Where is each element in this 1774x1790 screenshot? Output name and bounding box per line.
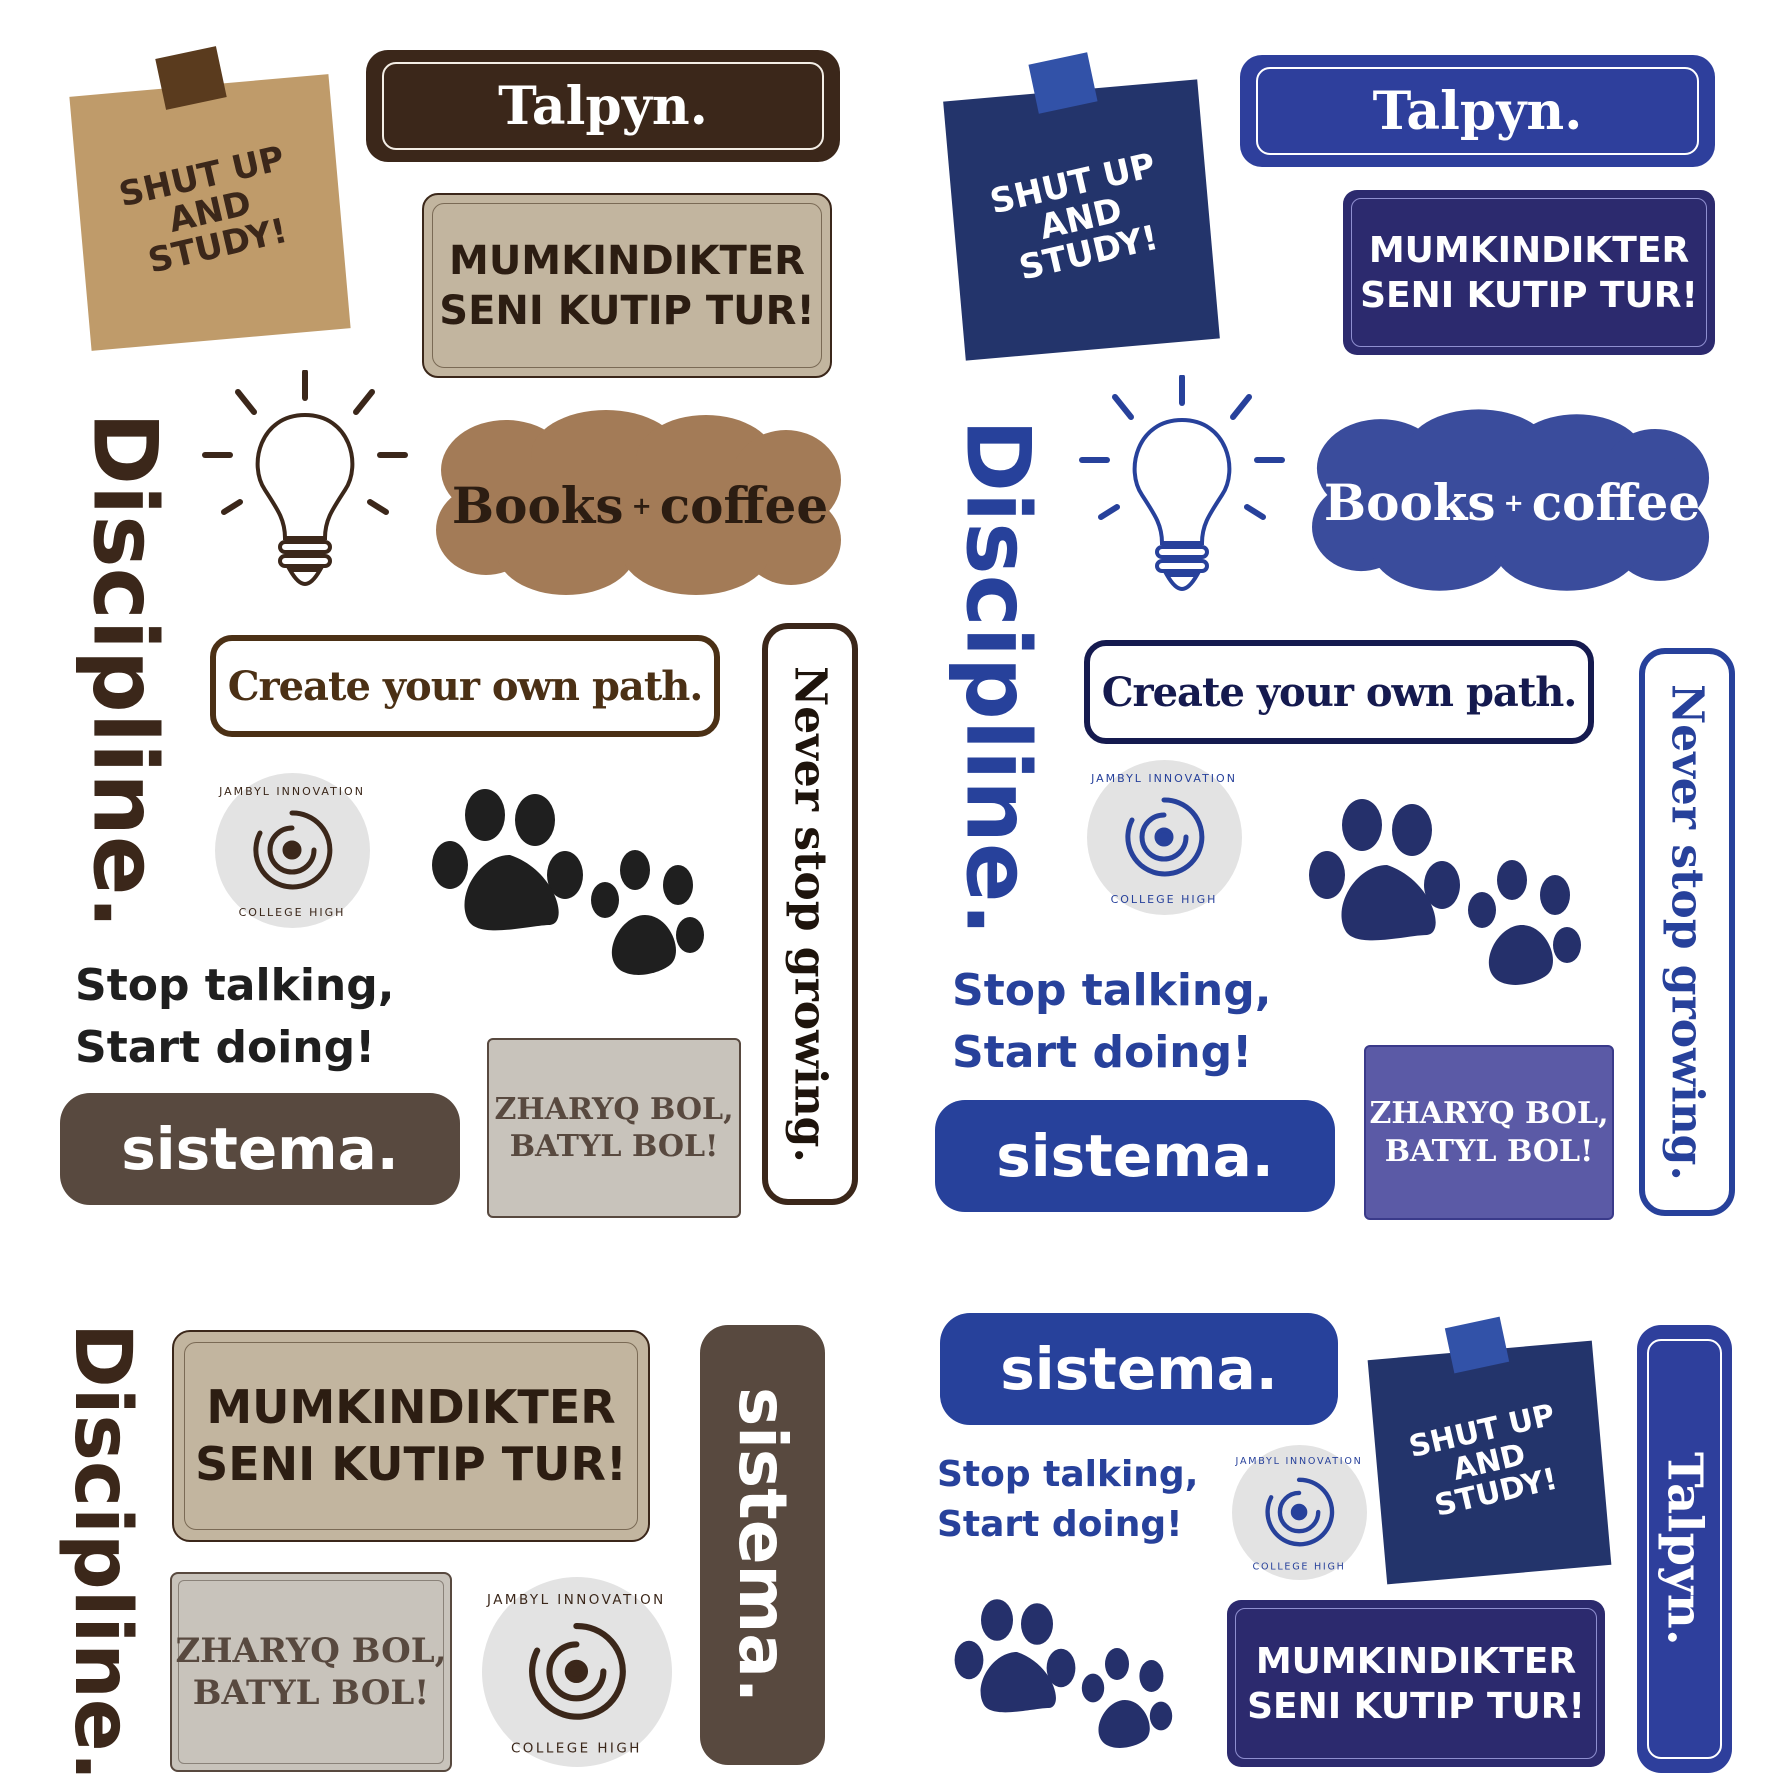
mumkindikter-text: MUMKINDIKTER SENI KUTIP TUR! bbox=[1360, 229, 1698, 316]
talpyn-sticker: Talpyn. bbox=[366, 50, 840, 162]
talpyn-inner-border bbox=[1256, 67, 1699, 155]
stop-talking-text: Stop talking, Start doing! bbox=[952, 965, 1272, 1078]
plus-text: + bbox=[631, 490, 652, 520]
sistema-text: sistema. bbox=[1000, 1335, 1278, 1403]
svg-text:COLLEGE HIGH: COLLEGE HIGH bbox=[511, 1740, 642, 1756]
sticky-note-sticker: SHUT UP AND STUDY! bbox=[69, 74, 351, 351]
sticky-note-text: SHUT UP AND STUDY! bbox=[986, 146, 1163, 290]
talpyn-inner-border bbox=[382, 62, 824, 150]
talpyn-sticker: Talpyn. bbox=[1637, 1325, 1732, 1773]
svg-text:JAMBYL INNOVATION: JAMBYL INNOVATION bbox=[218, 785, 365, 798]
zharyq-text: ZHARYQ BOL, BATYL BOL! bbox=[175, 1630, 447, 1714]
mumkindikter-inner-border bbox=[1351, 198, 1707, 347]
sticky-note-sticker: SHUT UP AND STUDY! bbox=[1367, 1340, 1612, 1585]
books-text: Books bbox=[1323, 473, 1496, 532]
stop-talking-sticker: Stop talking, Start doing! bbox=[937, 1450, 1207, 1550]
zharyq-text: ZHARYQ BOL, BATYL BOL! bbox=[494, 1091, 734, 1165]
seal-swirl-icon: JAMBYL INNOVATION COLLEGE HIGH bbox=[218, 785, 365, 919]
sistema-text: sistema. bbox=[121, 1115, 399, 1183]
college-seal-sticker: JAMBYL INNOVATION COLLEGE HIGH bbox=[482, 1577, 672, 1767]
create-path-text: Create your own path. bbox=[227, 662, 704, 710]
lightbulb-icon bbox=[202, 370, 408, 587]
discipline-text: Discipline. bbox=[946, 419, 1050, 936]
paw-print-icon bbox=[1309, 799, 1581, 985]
paw-print-icon bbox=[432, 789, 704, 975]
sticky-note-text: SHUT UP AND STUDY! bbox=[1406, 1397, 1562, 1525]
sistema-text: sistema. bbox=[724, 1387, 801, 1703]
mumkindikter-sticker: MUMKINDIKTER SENI KUTIP TUR! bbox=[1343, 190, 1715, 355]
coffee-text: coffee bbox=[659, 475, 829, 535]
discipline-sticker: Discipline. bbox=[943, 419, 1053, 936]
sistema-sticker: sistema. bbox=[940, 1313, 1338, 1425]
zharyq-sticker: ZHARYQ BOL, BATYL BOL! bbox=[170, 1572, 452, 1772]
seal-swirl-icon: JAMBYL INNOVATION COLLEGE HIGH bbox=[1090, 772, 1237, 906]
zharyq-text: ZHARYQ BOL, BATYL BOL! bbox=[1369, 1096, 1609, 1169]
sticker-sheet-brown-top: SHUT UP AND STUDY! Talpyn. MUMKINDIKTER … bbox=[0, 0, 887, 1218]
coffee-text: coffee bbox=[1531, 473, 1701, 532]
discipline-sticker: Discipline. bbox=[70, 412, 180, 929]
sticky-note-text: SHUT UP AND STUDY! bbox=[115, 138, 292, 282]
talpyn-inner-border bbox=[1647, 1339, 1722, 1759]
discipline-text: Discipline. bbox=[73, 412, 177, 929]
sticker-sheet-blue-bottom: sistema. SHUT UP AND STUDY! Talpyn. Stop… bbox=[887, 1300, 1774, 1790]
college-seal-sticker: JAMBYL INNOVATION COLLEGE HIGH bbox=[215, 773, 370, 928]
mumkindikter-inner-border bbox=[1235, 1608, 1597, 1759]
books-coffee-sticker: Books + coffee bbox=[436, 410, 844, 600]
never-stop-sticker: Never stop growing. bbox=[762, 623, 858, 1205]
create-path-sticker: Create your own path. bbox=[1084, 640, 1594, 744]
stop-talking-sticker: Stop talking, Start doing! bbox=[75, 955, 435, 1075]
cloud-shape bbox=[436, 410, 841, 595]
talpyn-sticker: Talpyn. bbox=[1240, 55, 1715, 167]
mumkindikter-text: MUMKINDIKTER SENI KUTIP TUR! bbox=[195, 1379, 627, 1492]
create-path-text: Create your own path. bbox=[1101, 668, 1578, 716]
stop-talking-text: Stop talking, Start doing! bbox=[937, 1454, 1199, 1546]
stop-talking-text: Stop talking, Start doing! bbox=[75, 960, 395, 1073]
sticky-note-sticker: SHUT UP AND STUDY! bbox=[943, 79, 1220, 361]
paw-print-icon bbox=[954, 1599, 1173, 1748]
college-seal-sticker: JAMBYL INNOVATION COLLEGE HIGH bbox=[1087, 760, 1242, 915]
create-path-sticker: Create your own path. bbox=[210, 635, 720, 737]
never-stop-text: Never stop growing. bbox=[1661, 683, 1713, 1181]
zharyq-sticker: ZHARYQ BOL, BATYL BOL! bbox=[1364, 1045, 1614, 1220]
svg-text:COLLEGE HIGH: COLLEGE HIGH bbox=[1253, 1562, 1346, 1573]
talpyn-text: Talpyn. bbox=[498, 75, 708, 137]
talpyn-text: Talpyn. bbox=[1656, 1452, 1713, 1646]
zharyq-sticker: ZHARYQ BOL, BATYL BOL! bbox=[487, 1038, 741, 1218]
seal-swirl-icon: JAMBYL INNOVATION COLLEGE HIGH bbox=[486, 1592, 666, 1756]
lightbulb-icon bbox=[1079, 375, 1285, 592]
sistema-sticker: sistema. bbox=[700, 1325, 825, 1765]
sistema-text: sistema. bbox=[996, 1122, 1274, 1190]
discipline-text: Discipline. bbox=[57, 1323, 147, 1782]
mumkindikter-sticker: MUMKINDIKTER SENI KUTIP TUR! bbox=[172, 1330, 650, 1542]
svg-text:COLLEGE HIGH: COLLEGE HIGH bbox=[1111, 893, 1218, 906]
svg-text:COLLEGE HIGH: COLLEGE HIGH bbox=[239, 906, 346, 919]
sistema-sticker: sistema. bbox=[935, 1100, 1335, 1212]
seal-swirl-icon: JAMBYL INNOVATION COLLEGE HIGH bbox=[1235, 1456, 1363, 1573]
cloud-shape bbox=[1312, 409, 1710, 591]
mumkindikter-text: MUMKINDIKTER SENI KUTIP TUR! bbox=[1247, 1640, 1585, 1727]
svg-text:JAMBYL INNOVATION: JAMBYL INNOVATION bbox=[1090, 772, 1237, 785]
stop-talking-sticker: Stop talking, Start doing! bbox=[952, 960, 1312, 1080]
talpyn-text: Talpyn. bbox=[1372, 80, 1583, 142]
mumkindikter-inner-border bbox=[432, 203, 822, 368]
mumkindikter-inner-border bbox=[184, 1342, 638, 1530]
sistema-sticker: sistema. bbox=[60, 1093, 460, 1205]
college-seal-sticker: JAMBYL INNOVATION COLLEGE HIGH bbox=[1232, 1445, 1367, 1580]
zharyq-inner-border bbox=[178, 1580, 444, 1764]
never-stop-text: Never stop growing. bbox=[784, 665, 836, 1163]
books-coffee-sticker: Books + coffee bbox=[1312, 405, 1712, 600]
plus-text: + bbox=[1503, 488, 1524, 517]
mumkindikter-text: MUMKINDIKTER SENI KUTIP TUR! bbox=[439, 237, 815, 334]
discipline-sticker: Discipline. bbox=[52, 1323, 152, 1781]
svg-text:JAMBYL INNOVATION: JAMBYL INNOVATION bbox=[1235, 1456, 1363, 1467]
never-stop-sticker: Never stop growing. bbox=[1639, 648, 1735, 1216]
sticker-sheet-brown-bottom: Discipline. MUMKINDIKTER SENI KUTIP TUR!… bbox=[0, 1300, 887, 1790]
mumkindikter-sticker: MUMKINDIKTER SENI KUTIP TUR! bbox=[422, 193, 832, 378]
svg-text:JAMBYL INNOVATION: JAMBYL INNOVATION bbox=[486, 1592, 666, 1608]
mumkindikter-sticker: MUMKINDIKTER SENI KUTIP TUR! bbox=[1227, 1600, 1605, 1767]
books-text: Books bbox=[451, 475, 624, 535]
sticker-sheet-blue-top: SHUT UP AND STUDY! Talpyn. MUMKINDIKTER … bbox=[887, 0, 1774, 1220]
